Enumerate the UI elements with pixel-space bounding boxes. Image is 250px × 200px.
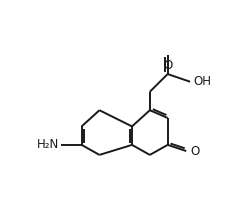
- Text: H₂N: H₂N: [37, 138, 59, 151]
- Text: O: O: [190, 145, 200, 158]
- Text: O: O: [163, 59, 172, 72]
- Text: OH: OH: [193, 75, 211, 88]
